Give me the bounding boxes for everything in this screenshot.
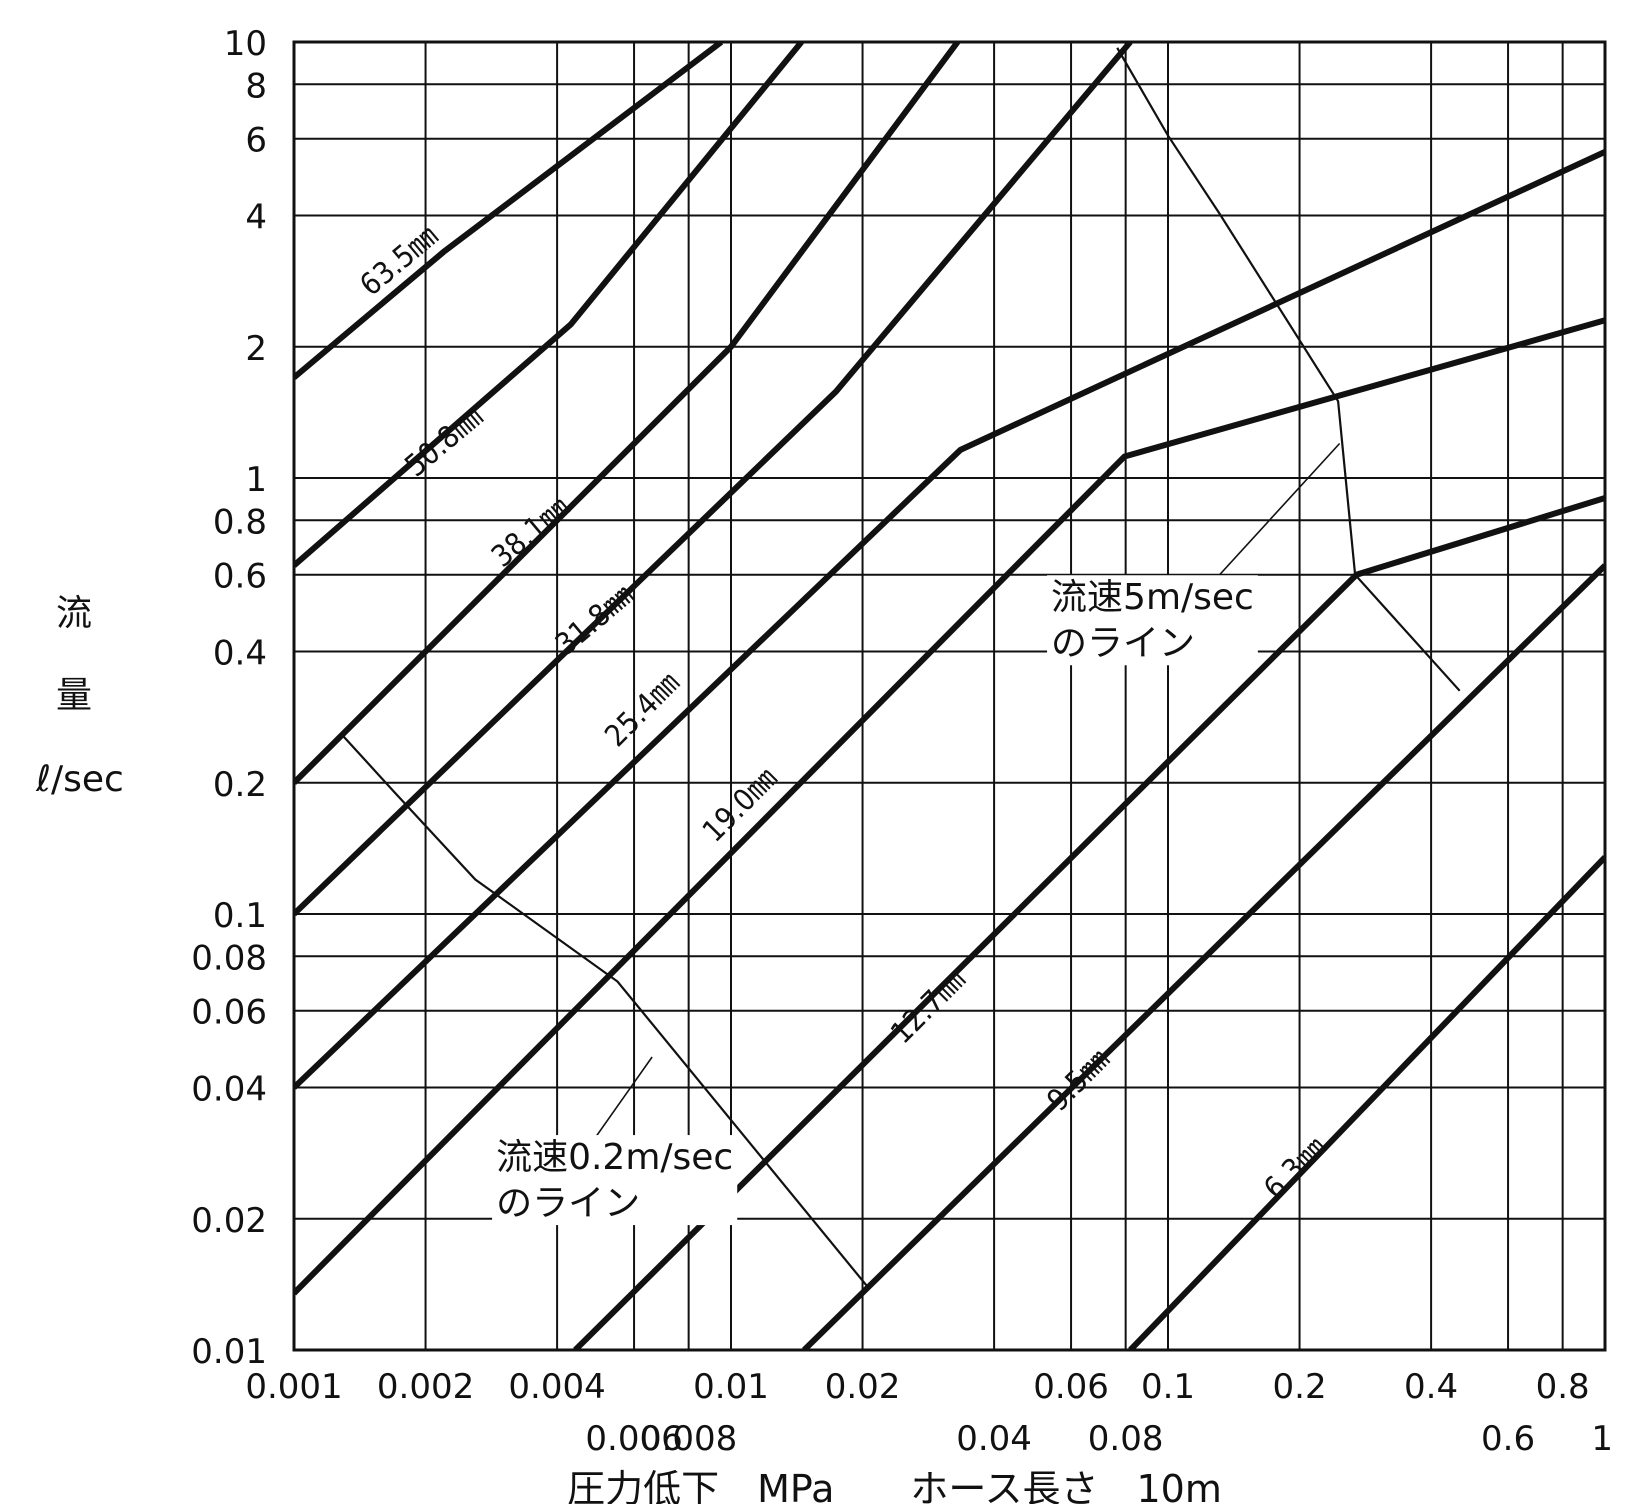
reference-line [342, 735, 869, 1287]
axis-titles: 流量 ℓ/sec 圧力低下 MPa ホース長さ 10m [35, 593, 1222, 1504]
y-tick-label: 0.4 [213, 634, 267, 674]
x-tick-label: 0.008 [640, 1419, 737, 1459]
series-line [1128, 855, 1605, 1350]
series-line [294, 42, 724, 380]
x-tick-label: 0.8 [1536, 1367, 1590, 1407]
x-axis-title: 圧力低下 MPa ホース長さ 10m [567, 1467, 1222, 1504]
y-tick-label: 0.01 [191, 1332, 267, 1372]
series-label: 50.8㎜ [398, 399, 490, 484]
x-tick-label: 0.4 [1404, 1367, 1458, 1407]
x-tick-label: 0.2 [1273, 1367, 1327, 1407]
x-tick-label: 0.02 [825, 1367, 901, 1407]
plot-frame [292, 40, 1607, 1352]
series-line [573, 495, 1605, 1350]
y-tick-label: 1 [245, 460, 267, 500]
y-tick-label: 8 [245, 66, 267, 106]
y-tick-label: 10 [224, 24, 267, 64]
y-tick-label: 0.2 [213, 765, 267, 805]
annotation-line1: 流速5m/sec [1051, 577, 1254, 618]
annotation-line1: 流速0.2m/sec [496, 1137, 733, 1178]
hose-size-series [294, 42, 1605, 1350]
x-tick-label: 1 [1591, 1419, 1613, 1459]
y-tick-label: 6 [245, 121, 267, 161]
annotation-bg [1047, 575, 1258, 666]
series-line [294, 317, 1605, 1296]
series-label: 31.8㎜ [549, 578, 641, 663]
y-tick-label: 2 [245, 329, 267, 369]
y-tick-label: 0.04 [191, 1070, 267, 1110]
y-axis-title-part: ℓ/sec [35, 759, 124, 800]
series-label: 12.7㎜ [884, 962, 972, 1050]
x-tick-label: 0.04 [956, 1419, 1032, 1459]
grid [293, 41, 1606, 1351]
series-label: 38.1㎜ [485, 490, 577, 575]
velocity-reference-lines [342, 47, 1461, 1287]
x-tick-label: 0.08 [1088, 1419, 1164, 1459]
y-tick-label: 0.1 [213, 896, 267, 936]
series-label: 19.0㎜ [696, 761, 784, 849]
x-tick-label: 0.1 [1141, 1367, 1195, 1407]
y-tick-label: 0.6 [213, 557, 267, 597]
y-tick-label: 0.8 [213, 502, 267, 542]
y-tick-label: 0.02 [191, 1201, 267, 1241]
x-tick-label: 0.01 [693, 1367, 769, 1407]
series-line [294, 42, 1133, 917]
x-tick-label: 0.004 [508, 1367, 605, 1407]
annotation-bg [492, 1135, 738, 1226]
y-axis-title-part: 量 [56, 675, 92, 716]
x-tick-label: 0.06 [1033, 1367, 1109, 1407]
series-line [294, 42, 961, 785]
y-tick-label: 0.08 [191, 938, 267, 978]
reference-line [1116, 47, 1461, 692]
x-tick-label: 0.6 [1481, 1419, 1535, 1459]
series-label: 25.4㎜ [598, 665, 686, 753]
x-tick-label: 0.002 [377, 1367, 474, 1407]
series-line [294, 149, 1605, 1090]
x-tick-label: 0.006 [585, 1419, 682, 1459]
series-line [294, 42, 804, 568]
tick-labels: 0.010.020.040.060.080.10.20.40.60.812468… [191, 24, 1613, 1459]
y-tick-label: 4 [245, 198, 267, 238]
series-label: 6.3㎜ [1257, 1130, 1333, 1206]
series-line [802, 563, 1605, 1350]
annotation-line2: のライン [496, 1183, 640, 1224]
annotation-leader [587, 1056, 653, 1149]
y-tick-label: 0.06 [191, 993, 267, 1033]
y-axis-title-part: 流 [56, 593, 92, 634]
x-tick-label: 0.001 [245, 1367, 342, 1407]
annotation-line2: のライン [1051, 623, 1195, 664]
